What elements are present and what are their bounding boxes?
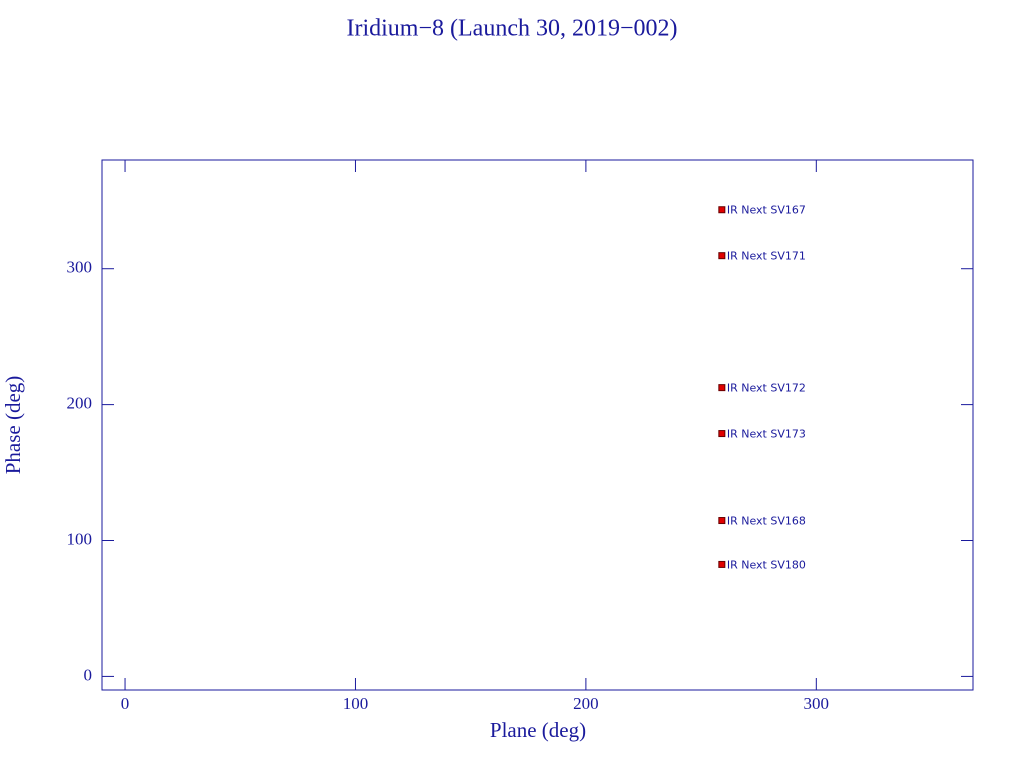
chart-title: Iridium−8 (Launch 30, 2019−002) xyxy=(346,16,677,42)
point xyxy=(718,560,726,568)
x-axis-label: Plane (deg) xyxy=(490,718,586,742)
x-tick-label: 100 xyxy=(343,694,369,713)
x-tick-label: 0 xyxy=(121,694,130,713)
point xyxy=(718,206,726,214)
point xyxy=(718,430,726,438)
point xyxy=(718,252,726,260)
y-tick-label: 300 xyxy=(67,258,93,277)
x-tick-label: 300 xyxy=(804,694,830,713)
plot-frame xyxy=(101,159,974,691)
x-tick-label: 200 xyxy=(573,694,599,713)
point-label: IR Next SV171 xyxy=(727,250,806,263)
y-axis-label: Phase (deg) xyxy=(1,376,25,475)
y-tick-label: 200 xyxy=(67,394,93,413)
point-label: IR Next SV180 xyxy=(727,558,806,571)
point xyxy=(718,384,726,392)
point-label: IR Next SV172 xyxy=(727,382,806,395)
y-tick-label: 0 xyxy=(84,665,93,684)
point-label: IR Next SV168 xyxy=(727,515,806,528)
point xyxy=(718,517,726,525)
point-label: IR Next SV167 xyxy=(727,204,806,217)
point-label: IR Next SV173 xyxy=(727,428,806,441)
y-tick-label: 100 xyxy=(67,529,93,548)
